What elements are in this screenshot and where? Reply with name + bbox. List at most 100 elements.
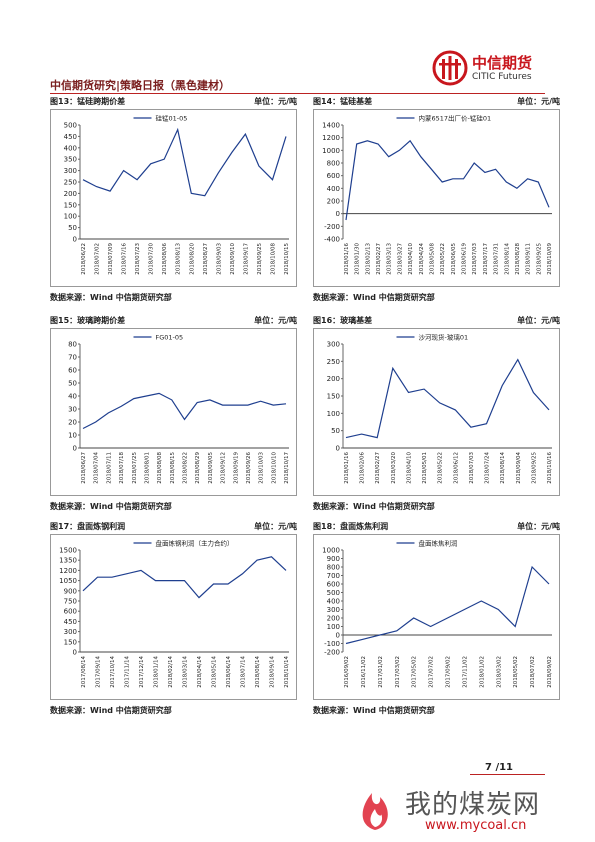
x-tick-label: 2017/09/02 xyxy=(446,656,452,688)
figure: 图14：锰硅基差 单位：元/吨 -400 -200 0 200 400 600 800 1000 1… xyxy=(313,96,560,303)
y-tick-label: 1350 xyxy=(59,557,77,565)
x-tick-label: 2018/07/23 xyxy=(135,243,141,275)
y-tick-label: 600 xyxy=(327,172,340,180)
y-tick-label: 200 xyxy=(327,375,340,383)
logo-en: CITIC Futures xyxy=(472,72,532,82)
x-tick-label: 2018/07/03 xyxy=(472,243,478,275)
x-tick-label: 2016/11/02 xyxy=(361,656,367,688)
y-tick-label: 0 xyxy=(336,210,340,218)
y-tick-label: 150 xyxy=(64,638,77,646)
x-tick-label: 2018/09/25 xyxy=(536,243,542,275)
chart: 0 10 20 30 40 50 60 70 80 2018/06/27 2018/07/04 201… xyxy=(50,328,297,496)
x-tick-label: 2018/01/16 xyxy=(344,452,350,484)
y-tick-label: 400 xyxy=(327,185,340,193)
y-tick-label: 150 xyxy=(64,201,77,209)
x-tick-label: 2018/09/04 xyxy=(516,452,522,484)
x-tick-label: 2018/01/14 xyxy=(154,656,160,688)
y-tick-label: 250 xyxy=(327,358,340,366)
x-tick-label: 2018/08/06 xyxy=(162,243,168,275)
y-tick-label: 800 xyxy=(327,160,340,168)
y-tick-label: 0 xyxy=(336,445,340,453)
x-tick-label: 2018/07/03 xyxy=(469,452,475,484)
figure-source: 数据来源：Wind 中信期货研究部 xyxy=(50,706,172,715)
y-tick-label: -200 xyxy=(324,649,340,657)
y-tick-label: 0 xyxy=(73,445,77,453)
chart: -200-10001002003004005006007008009001000… xyxy=(313,534,560,700)
header-rule xyxy=(50,93,545,94)
x-tick-label: 2018/08/08 xyxy=(157,452,163,484)
figure-source: 数据来源：Wind 中信期货研究部 xyxy=(313,502,435,511)
chart-frame xyxy=(50,109,297,287)
x-tick-label: 2017/12/14 xyxy=(139,656,145,688)
chart-frame xyxy=(313,109,560,287)
figure-unit: 单位：元/吨 xyxy=(517,316,560,325)
y-tick-label: 1500 xyxy=(59,547,77,555)
x-tick-label: 2018/07/09 xyxy=(108,243,114,275)
y-tick-label: 1000 xyxy=(322,547,340,555)
y-tick-label: 500 xyxy=(64,122,77,130)
x-tick-label: 2018/06/27 xyxy=(81,452,87,484)
y-tick-label: 400 xyxy=(64,144,77,152)
x-tick-label: 2018/08/14 xyxy=(504,243,510,275)
x-tick-label: 2018/07/18 xyxy=(119,452,125,484)
y-tick-label: 450 xyxy=(64,133,77,141)
x-tick-label: 2018/09/12 xyxy=(221,452,227,484)
x-tick-label: 2018/08/28 xyxy=(515,243,521,275)
x-tick-label: 2018/05/01 xyxy=(422,452,428,484)
y-tick-label: 0 xyxy=(336,632,340,640)
watermark-site: 我的煤炭网 xyxy=(405,790,541,820)
y-tick-label: 70 xyxy=(68,354,77,362)
figure-header: 图16：玻璃基差 单位：元/吨 xyxy=(313,315,560,328)
chart: 0 50 100 150 200 250 300 2018/01/16 2018/02/06 20… xyxy=(313,328,560,496)
x-tick-label: 2018/04/14 xyxy=(197,656,203,688)
y-tick-label: 600 xyxy=(327,581,340,589)
y-tick-label: 1200 xyxy=(59,567,77,575)
x-tick-label: 2017/09/14 xyxy=(96,656,102,688)
x-tick-label: 2018/02/14 xyxy=(168,656,174,688)
y-tick-label: 500 xyxy=(327,589,340,597)
figure: 图16：玻璃基差 单位：元/吨 0 50 100 150 200 250 300 2018/01/… xyxy=(313,315,560,512)
y-tick-label: 20 xyxy=(68,419,77,427)
x-tick-label: 2018/07/11 xyxy=(106,452,112,484)
y-tick-label: 60 xyxy=(68,367,77,375)
x-tick-label: 2018/06/22 xyxy=(81,243,87,275)
figure-title: 图13：锰硅跨期价差 xyxy=(50,97,126,106)
figure-unit: 单位：元/吨 xyxy=(254,316,297,325)
y-tick-label: 750 xyxy=(64,598,77,606)
x-tick-label: 2018/07/04 xyxy=(94,452,100,484)
x-tick-label: 2018/10/17 xyxy=(284,452,290,484)
chart: 0 150 300 450 600 750 900 1050 1200 1350 1500 2017/… xyxy=(50,534,297,700)
x-tick-label: 2018/10/14 xyxy=(284,656,290,688)
x-tick-label: 2018/08/13 xyxy=(176,243,182,275)
series-line xyxy=(82,392,287,430)
y-tick-label: 450 xyxy=(64,618,77,626)
legend-label: FG01-05 xyxy=(156,334,184,342)
x-tick-label: 2018/02/27 xyxy=(375,452,381,484)
y-tick-label: 700 xyxy=(327,572,340,580)
figure: 图17：盘面炼钢利润 单位：元/吨 0 150 300 450 600 750 900 1050 1… xyxy=(50,521,297,716)
x-tick-label: 2018/03/27 xyxy=(397,243,403,275)
y-tick-label: 300 xyxy=(327,606,340,614)
x-tick-label: 2018/07/17 xyxy=(483,243,489,275)
x-tick-label: 2018/05/02 xyxy=(513,656,519,688)
figure: 图18：盘面炼焦利润 单位：元/吨 -200 -100 0 100 200 300 400 500… xyxy=(313,521,560,716)
y-tick-label: 900 xyxy=(327,555,340,563)
legend-label: 沙河现货-玻璃01 xyxy=(419,333,469,342)
series-line xyxy=(345,139,550,221)
x-tick-label: 2018/08/01 xyxy=(144,452,150,484)
y-tick-label: 1200 xyxy=(322,134,340,142)
figure-unit: 单位：元/吨 xyxy=(254,522,297,531)
x-tick-label: 2018/09/11 xyxy=(526,243,532,275)
series-line xyxy=(82,556,287,599)
figure-header: 图14：锰硅基差 单位：元/吨 xyxy=(313,96,560,109)
x-tick-label: 2018/09/25 xyxy=(257,243,263,275)
x-tick-label: 2018/10/03 xyxy=(259,452,265,484)
x-tick-label: 2018/09/02 xyxy=(547,656,553,688)
y-tick-label: 200 xyxy=(327,198,340,206)
chart: 0 50 100 150 200 250 300 350 400 450 500 2018/06/22… xyxy=(50,109,297,287)
y-tick-label: 1000 xyxy=(322,147,340,155)
x-tick-label: 2017/10/14 xyxy=(110,656,116,688)
y-tick-label: 80 xyxy=(68,341,77,349)
figure-title: 图16：玻璃基差 xyxy=(313,316,373,325)
x-tick-label: 2018/01/02 xyxy=(479,656,485,688)
